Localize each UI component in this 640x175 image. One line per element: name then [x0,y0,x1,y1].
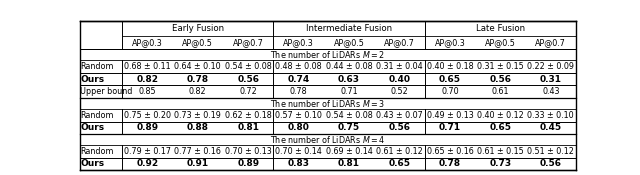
Text: 0.43 ± 0.07: 0.43 ± 0.07 [376,111,423,120]
Text: The number of LiDARs $M = 4$: The number of LiDARs $M = 4$ [270,134,386,145]
Text: 0.40 ± 0.12: 0.40 ± 0.12 [477,111,524,120]
Text: 0.31: 0.31 [540,75,562,84]
Text: 0.68 ± 0.11: 0.68 ± 0.11 [124,62,171,71]
Text: 0.72: 0.72 [239,87,257,96]
Text: 0.70: 0.70 [441,87,459,96]
Text: AP@0.7: AP@0.7 [384,38,415,47]
Text: Intermediate Fusion: Intermediate Fusion [306,24,392,33]
Text: The number of LiDARs $M = 2$: The number of LiDARs $M = 2$ [271,49,385,60]
Text: Upper bound: Upper bound [81,87,133,96]
Text: 0.56: 0.56 [490,75,511,84]
Text: 0.89: 0.89 [136,123,159,132]
Text: 0.65: 0.65 [388,159,410,168]
Text: 0.82: 0.82 [189,87,207,96]
Text: 0.51 ± 0.12: 0.51 ± 0.12 [527,147,574,156]
Text: 0.31 ± 0.04: 0.31 ± 0.04 [376,62,423,71]
Text: 0.56: 0.56 [540,159,562,168]
Text: AP@0.5: AP@0.5 [182,38,213,47]
Text: 0.43: 0.43 [542,87,559,96]
Text: 0.73 ± 0.19: 0.73 ± 0.19 [174,111,221,120]
Text: 0.78: 0.78 [439,159,461,168]
Text: 0.89: 0.89 [237,159,259,168]
Text: 0.56: 0.56 [237,75,259,84]
Text: AP@0.7: AP@0.7 [233,38,264,47]
Text: 0.70 ± 0.14: 0.70 ± 0.14 [275,147,322,156]
Text: Late Fusion: Late Fusion [476,24,525,33]
Text: 0.31 ± 0.15: 0.31 ± 0.15 [477,62,524,71]
Text: 0.54 ± 0.08: 0.54 ± 0.08 [326,111,372,120]
Text: AP@0.3: AP@0.3 [435,38,465,47]
Text: AP@0.5: AP@0.5 [485,38,516,47]
Text: 0.33 ± 0.10: 0.33 ± 0.10 [527,111,574,120]
Text: 0.40: 0.40 [388,75,410,84]
Text: 0.52: 0.52 [390,87,408,96]
Text: 0.70 ± 0.13: 0.70 ± 0.13 [225,147,271,156]
Text: 0.74: 0.74 [287,75,310,84]
Text: 0.71: 0.71 [340,87,358,96]
Text: 0.80: 0.80 [288,123,310,132]
Text: 0.64 ± 0.10: 0.64 ± 0.10 [175,62,221,71]
Text: The number of LiDARs $M = 3$: The number of LiDARs $M = 3$ [270,98,386,109]
Text: 0.49 ± 0.13: 0.49 ± 0.13 [426,111,474,120]
Text: 0.78: 0.78 [187,75,209,84]
Text: 0.22 ± 0.09: 0.22 ± 0.09 [527,62,574,71]
Text: 0.63: 0.63 [338,75,360,84]
Text: Random: Random [81,147,114,156]
Text: 0.82: 0.82 [136,75,158,84]
Text: 0.73: 0.73 [490,159,511,168]
Text: 0.61 ± 0.15: 0.61 ± 0.15 [477,147,524,156]
Text: Ours: Ours [81,123,104,132]
Text: Ours: Ours [81,159,104,168]
Text: 0.65 ± 0.16: 0.65 ± 0.16 [426,147,474,156]
Text: 0.88: 0.88 [187,123,209,132]
Text: AP@0.5: AP@0.5 [333,38,365,47]
Text: 0.91: 0.91 [187,159,209,168]
Text: 0.85: 0.85 [139,87,156,96]
Text: 0.71: 0.71 [439,123,461,132]
Text: 0.65: 0.65 [490,123,511,132]
Text: AP@0.3: AP@0.3 [284,38,314,47]
Text: 0.81: 0.81 [237,123,259,132]
Text: 0.83: 0.83 [287,159,310,168]
Text: AP@0.3: AP@0.3 [132,38,163,47]
Text: 0.61: 0.61 [492,87,509,96]
Text: 0.75 ± 0.20: 0.75 ± 0.20 [124,111,171,120]
Text: 0.69 ± 0.14: 0.69 ± 0.14 [326,147,372,156]
Text: 0.75: 0.75 [338,123,360,132]
Text: Random: Random [81,111,114,120]
Text: Early Fusion: Early Fusion [172,24,224,33]
Text: 0.56: 0.56 [388,123,410,132]
Text: Ours: Ours [81,75,104,84]
Text: 0.48 ± 0.08: 0.48 ± 0.08 [275,62,322,71]
Text: 0.92: 0.92 [136,159,159,168]
Text: 0.65: 0.65 [439,75,461,84]
Text: 0.77 ± 0.16: 0.77 ± 0.16 [174,147,221,156]
Text: 0.45: 0.45 [540,123,562,132]
Text: 0.79 ± 0.17: 0.79 ± 0.17 [124,147,171,156]
Text: 0.61 ± 0.12: 0.61 ± 0.12 [376,147,423,156]
Text: 0.81: 0.81 [338,159,360,168]
Text: 0.44 ± 0.08: 0.44 ± 0.08 [326,62,372,71]
Text: 0.40 ± 0.18: 0.40 ± 0.18 [427,62,473,71]
Text: 0.54 ± 0.08: 0.54 ± 0.08 [225,62,271,71]
Text: 0.57 ± 0.10: 0.57 ± 0.10 [275,111,322,120]
Text: AP@0.7: AP@0.7 [535,38,566,47]
Text: 0.78: 0.78 [290,87,307,96]
Text: Random: Random [81,62,114,71]
Text: 0.62 ± 0.18: 0.62 ± 0.18 [225,111,271,120]
